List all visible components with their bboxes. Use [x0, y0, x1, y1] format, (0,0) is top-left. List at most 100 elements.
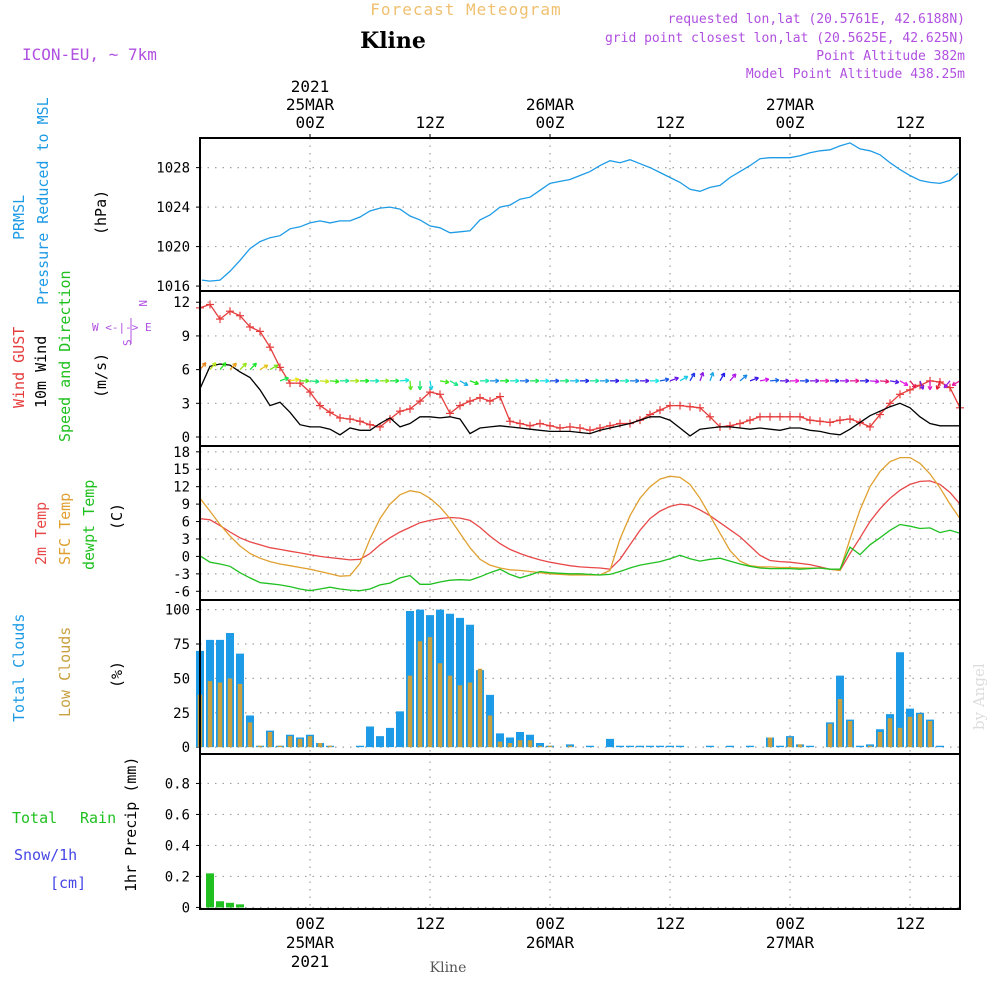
wind-arrow-head: [355, 378, 360, 382]
ytick-label: 1024: [156, 200, 190, 216]
wind-arrow: [329, 380, 340, 383]
bar-total-clouds: [656, 745, 664, 748]
wind-arrow-head: [515, 378, 520, 382]
wind-arrow-head: [595, 378, 600, 382]
wind-arrow-head: [825, 378, 830, 382]
wind-arrow-head: [785, 378, 790, 382]
bar-low-clouds: [427, 637, 433, 748]
temp2m-label: 2m Temp: [32, 502, 50, 565]
wind-arrow-head: [232, 362, 237, 366]
top-tick-label: 00Z: [536, 113, 565, 132]
bottom-date-label: 26MAR: [526, 933, 575, 952]
bar-low-clouds: [827, 723, 833, 748]
prmsl-label: PRMSL: [10, 195, 28, 240]
bar-rain: [216, 901, 224, 908]
wind-arrow-head: [211, 362, 217, 365]
watermark: by Angel: [970, 663, 988, 730]
wind-arrow: [249, 362, 257, 371]
wind-arrow: [936, 380, 941, 390]
hpa-unit: (hPa): [92, 190, 110, 235]
wind-arrow-head: [495, 378, 500, 382]
location-title: Kline: [360, 28, 426, 54]
bar-total-clouds: [456, 617, 464, 748]
wind-arrow-head: [865, 378, 870, 382]
wind-gust-label: Wind GUST: [10, 327, 28, 408]
bar-low-clouds: [417, 641, 423, 748]
bar-low-clouds: [297, 738, 303, 748]
series-dewpt-temp: [199, 523, 961, 592]
bottom-tick-label: 12Z: [656, 914, 685, 933]
bar-low-clouds: [247, 722, 253, 748]
wind-arrow-head: [664, 377, 670, 380]
bar-rain: [226, 902, 234, 908]
wind-arrow: [459, 380, 469, 386]
ytick-label: 9: [182, 329, 190, 345]
wind-arrow: [269, 364, 279, 371]
wind-arrow: [759, 378, 769, 382]
wind-arrow: [449, 380, 459, 386]
snow-label: Snow/1h: [14, 846, 77, 864]
bar-total-clouds: [616, 745, 624, 748]
wind-arrow: [219, 362, 227, 371]
bottom-year-label: 2021: [291, 952, 330, 971]
bar-low-clouds: [537, 745, 543, 748]
series-10m-wind: [199, 363, 960, 437]
wind-arrow-head: [835, 378, 840, 382]
ytick-label: 1028: [156, 161, 190, 177]
wind-arrow-head: [943, 385, 949, 389]
wind-arrow-head: [410, 385, 413, 391]
wind-arrow-head: [795, 378, 800, 382]
ytick-label: 9: [182, 497, 190, 513]
bar-total-clouds: [706, 745, 714, 748]
wind-arrow-head: [845, 378, 850, 382]
bar-low-clouds: [437, 663, 443, 748]
wind-arrow-head: [731, 373, 737, 377]
ytick-label: 25: [173, 706, 190, 722]
wind-arrow-head: [385, 378, 390, 382]
wind-arrow-head: [645, 378, 650, 382]
bar-total-clouds: [536, 743, 544, 748]
wind-arrow: [943, 380, 951, 389]
wind-arrow: [769, 379, 780, 382]
wind-arrow-head: [485, 378, 490, 382]
series-wind-gust: [199, 303, 961, 431]
bar-low-clouds: [307, 736, 313, 748]
wind-arrow: [879, 380, 890, 383]
wind-arrow: [909, 380, 917, 389]
rain-label: Rain: [80, 809, 116, 827]
wind-arrow-head: [565, 378, 570, 382]
wind-arrow-head: [375, 378, 380, 382]
bar-low-clouds: [797, 744, 803, 748]
wind-arrow: [669, 377, 679, 382]
bar-total-clouds: [586, 745, 594, 748]
wind-arrow-head: [754, 376, 759, 379]
bar-total-clouds: [396, 711, 404, 748]
ytick-label: 0.2: [165, 869, 190, 885]
wind-arrow: [229, 362, 237, 371]
bar-total-clouds: [366, 726, 374, 748]
wind-10m-label: 10m Wind: [32, 336, 50, 408]
wind-arrow-head: [419, 386, 423, 391]
plot-layer: 1016102010241028036912-6-303691215180255…: [156, 77, 964, 971]
bar-low-clouds: [507, 743, 513, 748]
wind-arrow-head: [475, 380, 479, 385]
top-date-label: 25MAR: [286, 95, 335, 114]
bar-low-clouds: [867, 745, 873, 748]
bar-total-clouds: [646, 745, 654, 748]
ytick-label: 12: [173, 480, 190, 496]
total-clouds-label: Total Clouds: [10, 614, 28, 722]
bar-total-clouds: [606, 738, 614, 748]
celsius-unit: (C): [108, 503, 126, 530]
wind-arrow-head: [699, 371, 704, 376]
panel-precip: 0 0.2 0.4 0.6 0.8: [165, 753, 961, 916]
bar-total-clouds: [856, 745, 864, 748]
wind-arrow: [439, 380, 449, 384]
wind-arrow-head: [929, 386, 933, 391]
wind-arrow-head: [284, 376, 289, 379]
wind-speed-dir-label: Speed and Direction: [56, 270, 74, 442]
bar-low-clouds: [527, 740, 533, 748]
requested-coords: requested lon,lat (20.5761E, 42.6188N): [668, 12, 965, 27]
